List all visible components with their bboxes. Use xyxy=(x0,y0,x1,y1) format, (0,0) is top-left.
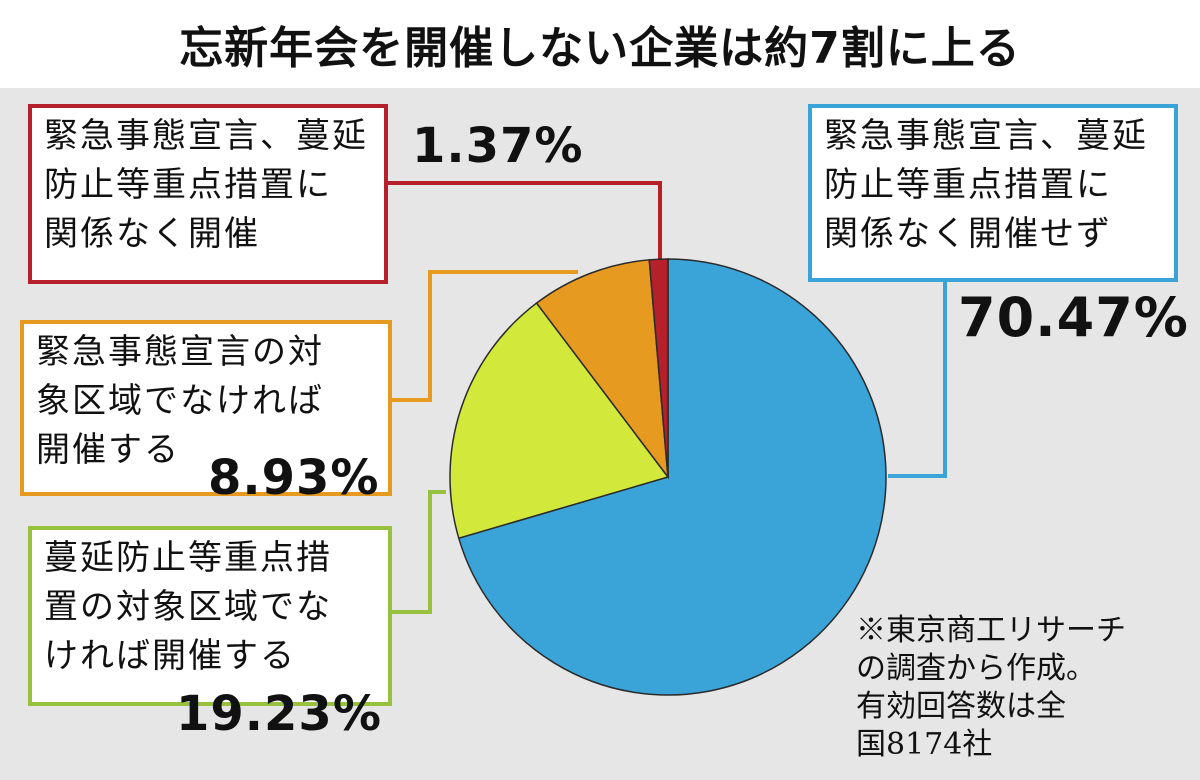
pie-slice-held_regardless xyxy=(648,258,669,478)
label-line: 防止等重点措置に xyxy=(824,165,1112,205)
pct-held-if-not-emergency: 8.93% xyxy=(208,450,380,506)
note-line: 国8174社 xyxy=(856,727,993,762)
label-not-held: 緊急事態宣言、蔓延 防止等重点措置に 関係なく開催せず xyxy=(808,104,1178,282)
connector-not_held xyxy=(888,282,947,478)
note-line: の調査から作成。 xyxy=(856,651,1096,686)
pie-slice-held_if_not_emergency xyxy=(535,258,669,480)
label-held-if-not-emergency: 緊急事態宣言の対 象区域でなければ 開催する xyxy=(20,320,392,496)
label-line: 象区域でなければ xyxy=(36,381,324,421)
label-line: 置の対象区域でな xyxy=(44,587,332,627)
pct-held-regardless: 1.37% xyxy=(412,118,584,174)
pct-not-held: 70.47% xyxy=(958,286,1189,349)
pie-slice-held_if_not_priority xyxy=(449,302,670,540)
label-held-regardless: 緊急事態宣言、蔓延 防止等重点措置に 関係なく開催 xyxy=(28,104,388,284)
label-line: 関係なく開催せず xyxy=(824,214,1112,254)
label-line: 開催する xyxy=(36,430,180,470)
pie-slice-not_held xyxy=(457,258,887,696)
label-line: 緊急事態宣言、蔓延 xyxy=(824,116,1148,156)
connector-held_regardless xyxy=(388,181,662,262)
label-line: ければ開催する xyxy=(44,636,296,676)
label-line: 防止等重点措置に xyxy=(44,165,332,205)
connector-held_if_not_priority xyxy=(392,490,446,614)
pct-held-if-not-priority: 19.23% xyxy=(176,686,382,742)
label-line: 関係なく開催 xyxy=(44,214,260,254)
connector-held_if_not_emergency xyxy=(392,270,578,402)
label-line: 緊急事態宣言の対 xyxy=(36,332,324,372)
note-line: ※東京商工リサーチ xyxy=(856,613,1126,648)
title-band: 忘新年会を開催しない企業は約7割に上る xyxy=(0,0,1200,88)
chart-title: 忘新年会を開催しない企業は約7割に上る xyxy=(179,23,1021,74)
source-note: ※東京商工リサーチ の調査から作成。 有効回答数は全 国8174社 xyxy=(856,612,1192,764)
label-held-if-not-priority: 蔓延防止等重点措 置の対象区域でな ければ開催する xyxy=(28,526,392,706)
label-line: 蔓延防止等重点措 xyxy=(44,538,332,578)
note-line: 有効回答数は全 xyxy=(856,689,1066,724)
label-line: 緊急事態宣言、蔓延 xyxy=(44,116,368,156)
